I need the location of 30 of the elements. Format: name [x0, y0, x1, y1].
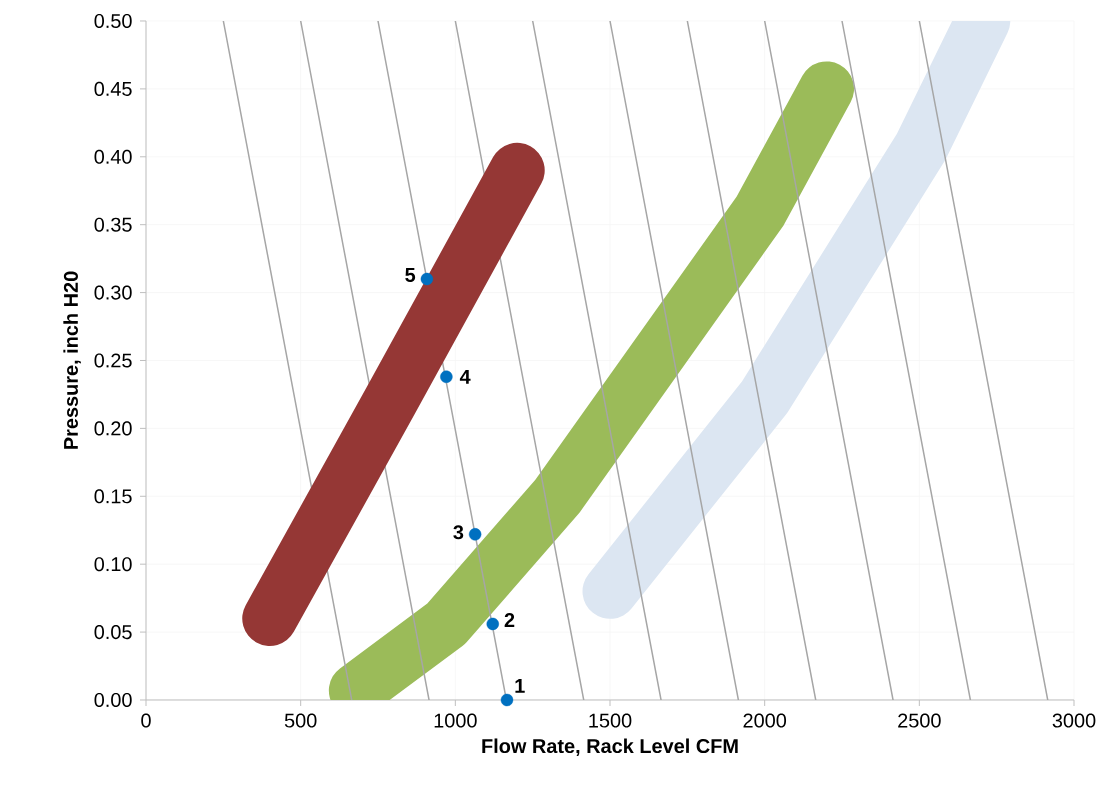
point	[486, 617, 499, 631]
y-tick-label: 0.05	[94, 625, 132, 640]
annotation: 1	[515, 679, 525, 693]
point	[468, 528, 482, 541]
point	[420, 272, 434, 286]
y-tick-label: 0.45	[94, 81, 132, 96]
annotation: 2	[504, 612, 515, 627]
y-tick-label: 0.35	[94, 217, 132, 232]
y-tick-label: 0.00	[94, 692, 132, 708]
y-tick-label: 0.15	[94, 489, 132, 504]
x-tick-label: 500	[284, 713, 317, 728]
y-tick-label: 0.50	[94, 13, 132, 29]
y-tick-label: 0.10	[94, 557, 132, 572]
y-tick-label: 0.40	[94, 149, 132, 164]
y-axis-title: Pressure, inch H20	[63, 271, 81, 449]
y-tick-label: 0.20	[94, 421, 132, 436]
y-tick-label: 0.25	[94, 353, 132, 368]
annotation: 5	[405, 268, 416, 282]
annotation: 4	[459, 369, 471, 384]
x-axis-title: Flow Rate, Rack Level CFM	[482, 738, 738, 756]
y-tick-label: 0.30	[94, 285, 132, 300]
annotation: 3	[453, 525, 464, 540]
x-tick-label: 0	[141, 713, 151, 728]
x-tick-label: 2500	[898, 713, 941, 728]
x-tick-label: 1500	[589, 713, 632, 728]
x-tick-label: 1000	[434, 713, 477, 728]
point	[500, 693, 514, 707]
x-tick-label: 3000	[1052, 713, 1096, 728]
x-tick-label: 2000	[743, 713, 787, 728]
point	[440, 370, 453, 383]
